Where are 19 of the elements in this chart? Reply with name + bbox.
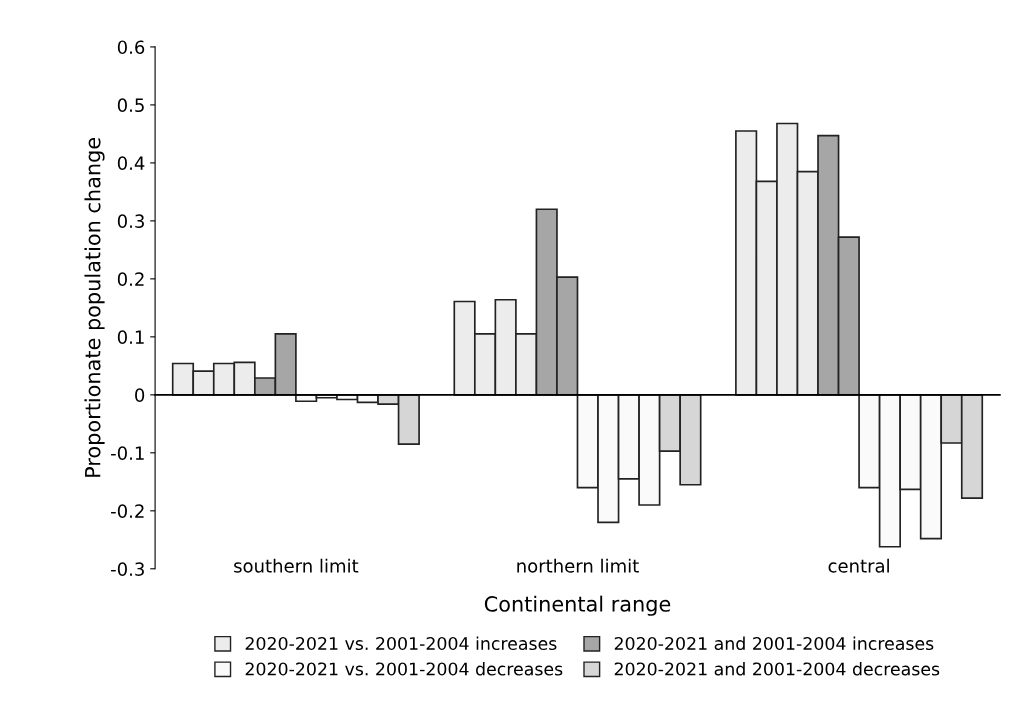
y-tick-label: 0.1 <box>117 330 144 344</box>
x-tick-label: southern limit <box>234 558 359 573</box>
y-tick-label: -0.2 <box>111 504 144 518</box>
y-tick-label: 0.4 <box>117 156 145 171</box>
x-axis-title: Continental range <box>484 595 671 616</box>
y-tick-label: 0 <box>135 388 145 402</box>
legend-label: 2020-2021 and 2001-2004 decreases <box>614 662 940 676</box>
legend-label: 2020-2021 vs. 2001-2004 increases <box>245 636 557 651</box>
y-tick-label: 0.3 <box>117 214 144 228</box>
x-tick-label: central <box>828 558 889 573</box>
y-tick-label: -0.1 <box>111 446 144 460</box>
legend-label: 2020-2021 vs. 2001-2004 decreases <box>245 662 563 676</box>
y-axis-title: Proportionate population change <box>84 137 105 477</box>
y-tick-label: -0.3 <box>111 562 144 576</box>
y-tick-label: 0.5 <box>117 98 144 113</box>
y-tick-label: 0.6 <box>117 40 145 55</box>
y-tick-label: 0.2 <box>117 272 144 286</box>
x-tick-label: northern limit <box>517 558 639 573</box>
legend-label: 2020-2021 and 2001-2004 increases <box>614 636 934 651</box>
